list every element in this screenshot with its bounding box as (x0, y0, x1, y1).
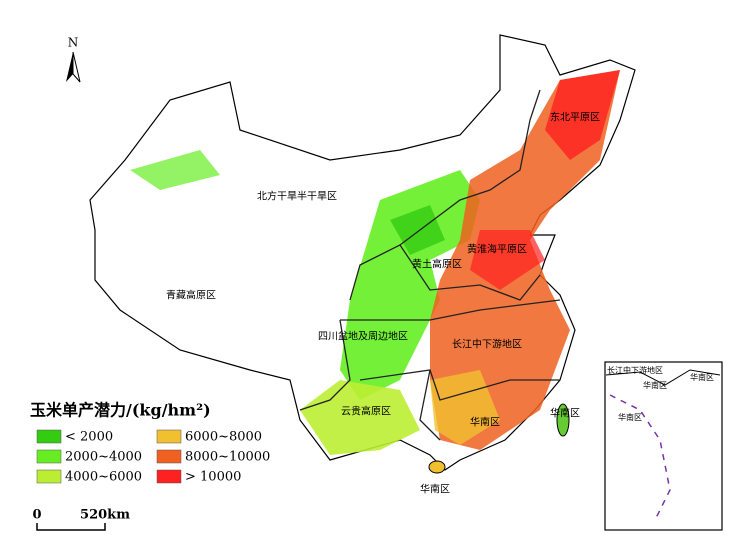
region-label: 华南区 (470, 416, 500, 429)
region-label: 青藏高原区 (166, 289, 216, 302)
region-label: 黄淮海平原区 (467, 243, 527, 256)
region-label: 华南区 (550, 407, 580, 420)
legend-swatch (156, 469, 182, 484)
inset-coast (605, 369, 721, 386)
yield-patch (470, 230, 545, 290)
island (556, 403, 570, 437)
island (428, 460, 446, 474)
yield-patch (300, 380, 420, 455)
legend-swatch (36, 449, 62, 464)
legend-swatch (156, 429, 182, 444)
region-boundary (340, 299, 561, 321)
legend-label: 4000~6000 (65, 470, 142, 485)
legend-swatch (36, 469, 62, 484)
north-arrow (66, 52, 73, 82)
scale-label: 0 (32, 508, 41, 523)
yield-patch (130, 150, 220, 190)
region-label: 北方干旱半干旱区 (257, 190, 337, 203)
scale-bar (36, 523, 106, 531)
legend-label: < 2000 (65, 430, 113, 445)
region-label: 四川盆地及周边地区 (318, 330, 408, 343)
inset-label: 华南区 (690, 372, 714, 382)
inset-label: 长江中下游地区 (607, 365, 663, 375)
yield-patch (430, 370, 500, 445)
inset-frame (604, 361, 723, 531)
region-label: 东北平原区 (550, 111, 600, 124)
yield-patch (545, 70, 620, 160)
legend-label: 2000~4000 (65, 450, 142, 465)
legend-label: 6000~8000 (185, 430, 262, 445)
inset-label: 华南区 (643, 380, 667, 390)
scale-label: 520km (80, 508, 130, 523)
region-boundary (399, 244, 541, 301)
region-label: 华南区 (420, 483, 450, 496)
yield-patch (340, 170, 480, 400)
region-label: 黄土高原区 (412, 258, 462, 271)
region-boundary (419, 369, 441, 441)
legend-label: 8000~10000 (185, 450, 270, 465)
region-boundary (299, 319, 351, 411)
north-arrow (72, 51, 81, 83)
north-label: N (68, 36, 79, 50)
region-label: 长江中下游地区 (452, 338, 522, 351)
inset-label: 华南区 (618, 412, 642, 422)
legend-title: 玉米单产潜力/(kg/hm²) (30, 401, 211, 420)
region-boundary (359, 369, 560, 401)
region-boundary (349, 89, 541, 301)
region-label: 云贵高原区 (341, 405, 391, 418)
legend-swatch (156, 449, 182, 464)
legend-swatch (36, 429, 62, 444)
legend-label: > 10000 (185, 470, 241, 485)
